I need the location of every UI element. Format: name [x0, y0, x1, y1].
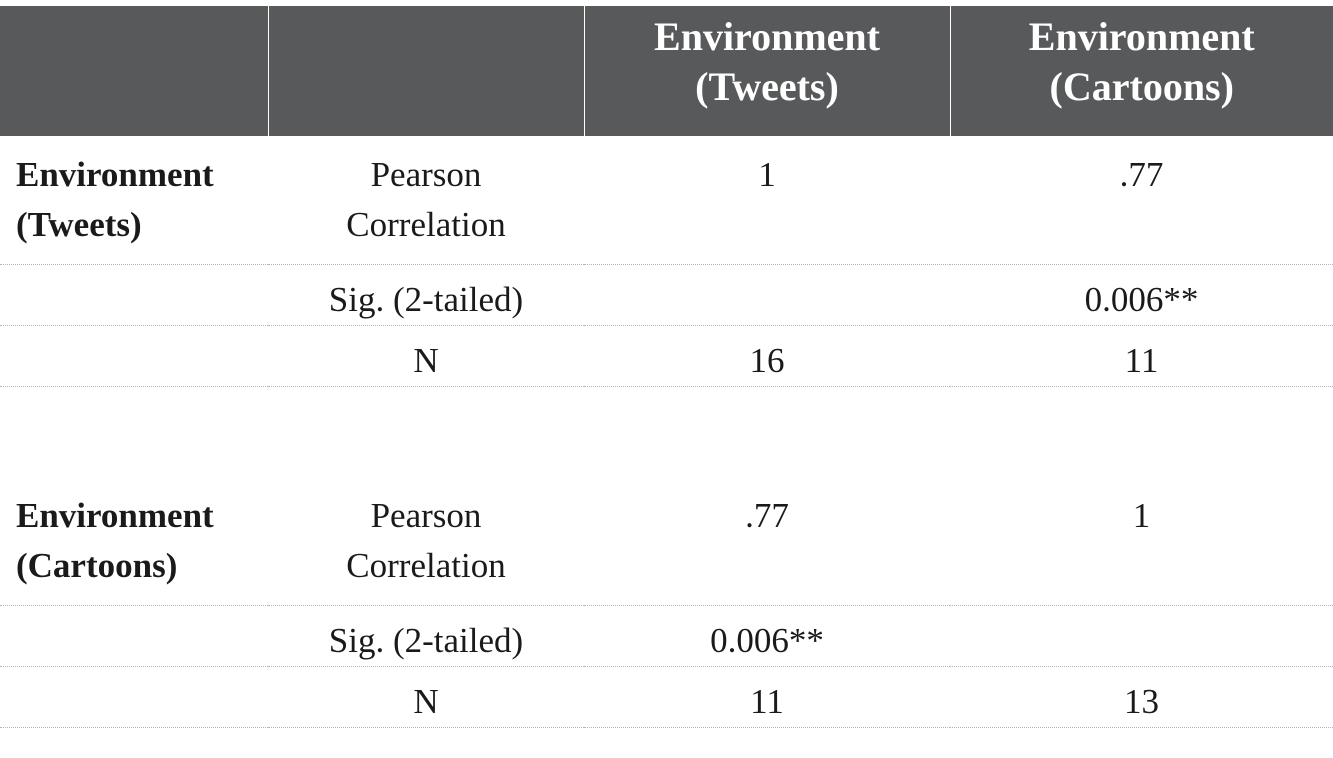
stat-label-sig: Sig. (2-tailed)	[268, 264, 584, 326]
correlation-table-container: Environment (Tweets) Environment (Cartoo…	[0, 3, 1333, 728]
cell-tweets-value: 1	[584, 136, 950, 265]
cell-tweets-value: 16	[584, 325, 950, 387]
table-row: Sig. (2-tailed) 0.006**	[0, 264, 1333, 326]
header-cell-blank-1	[0, 3, 268, 136]
stat-label-n: N	[268, 666, 584, 728]
row-header-empty	[0, 605, 268, 667]
table-row: Sig. (2-tailed) 0.006**	[0, 605, 1333, 667]
row-header-empty	[0, 264, 268, 326]
row-header-empty	[0, 325, 268, 387]
table-row: Environment (Cartoons) Pearson Correlati…	[0, 477, 1333, 606]
table-row: Environment (Tweets) Pearson Correlation…	[0, 136, 1333, 265]
stat-label-sig: Sig. (2-tailed)	[268, 605, 584, 667]
header-cell-environment-tweets: Environment (Tweets)	[583, 3, 950, 136]
cell-cartoons-value: 0.006**	[950, 264, 1333, 326]
cell-cartoons-value: 13	[950, 666, 1333, 728]
header-row: Environment (Tweets) Environment (Cartoo…	[0, 3, 1333, 136]
row-header-empty	[0, 666, 268, 728]
stat-label-n: N	[268, 325, 584, 387]
header-tweets-line1: Environment	[654, 14, 880, 59]
spacer-cell	[0, 387, 1333, 478]
row-header-line1: Environment	[16, 496, 214, 535]
row-header-environment-tweets: Environment (Tweets)	[0, 136, 268, 265]
correlation-table: Environment (Tweets) Environment (Cartoo…	[0, 3, 1333, 728]
stat-label-line2: Correlation	[346, 546, 506, 585]
table-row: N 11 13	[0, 666, 1333, 728]
stat-label-line1: Pearson	[370, 496, 482, 535]
cell-cartoons-value: .77	[950, 136, 1333, 265]
header-cartoons-line2: (Cartoons)	[1049, 64, 1234, 109]
cell-tweets-value	[584, 264, 950, 326]
cell-cartoons-value: 1	[950, 477, 1333, 606]
stat-label-line1: Pearson	[370, 155, 482, 194]
header-cell-environment-cartoons: Environment (Cartoons)	[949, 3, 1333, 136]
cell-cartoons-value: 11	[950, 325, 1333, 387]
table-row: N 16 11	[0, 325, 1333, 387]
stat-label-pearson: Pearson Correlation	[268, 136, 584, 265]
header-cell-blank-2	[267, 3, 584, 136]
row-header-line2: (Cartoons)	[16, 546, 178, 585]
cell-tweets-value: 0.006**	[584, 605, 950, 667]
table-body: Environment (Tweets) Pearson Correlation…	[0, 136, 1333, 728]
cell-tweets-value: 11	[584, 666, 950, 728]
row-header-line1: Environment	[16, 155, 214, 194]
header-cartoons-line1: Environment	[1028, 14, 1255, 59]
row-header-environment-cartoons: Environment (Cartoons)	[0, 477, 268, 606]
stat-label-pearson: Pearson Correlation	[268, 477, 584, 606]
spacer-row	[0, 387, 1333, 478]
header-tweets-line2: (Tweets)	[695, 64, 839, 109]
row-header-line2: (Tweets)	[16, 205, 142, 244]
cell-tweets-value: .77	[584, 477, 950, 606]
table-header: Environment (Tweets) Environment (Cartoo…	[0, 3, 1333, 136]
cell-cartoons-value	[950, 605, 1333, 667]
stat-label-line2: Correlation	[346, 205, 506, 244]
